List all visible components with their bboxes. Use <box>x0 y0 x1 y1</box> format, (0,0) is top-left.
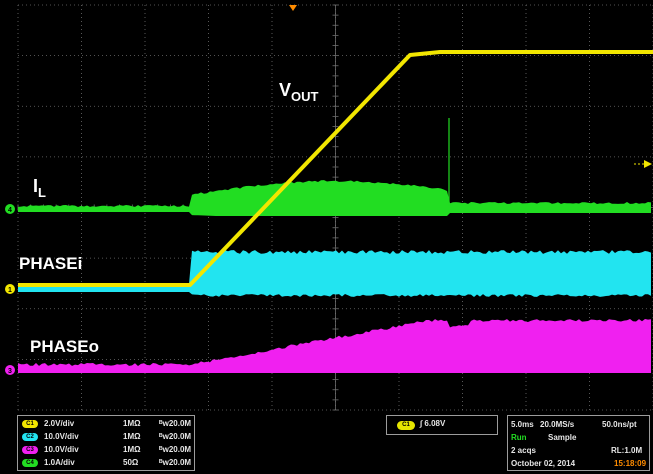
channel-row[interactable]: C4 1.0A/div 50Ω ᴮw20.0M <box>18 458 196 470</box>
acquisition-mode: Sample <box>548 433 576 442</box>
acquisition-box[interactable]: 5.0ms 20.0MS/s 50.0ns/pt Run Sample 2 ac… <box>507 415 650 471</box>
channel-impedance: 1MΩ <box>123 445 141 454</box>
channel-bandwidth: ᴮw20.0M <box>159 432 191 441</box>
channel-scale: 10.0V/div <box>44 432 79 441</box>
channel-row[interactable]: C1 2.0V/div 1MΩ ᴮw20.0M <box>18 419 196 431</box>
record-length: RL:1.0M <box>611 446 642 455</box>
channel-scale: 2.0V/div <box>44 419 74 428</box>
channel-impedance: 1MΩ <box>123 419 141 428</box>
channel-scale: 1.0A/div <box>44 458 75 467</box>
trigger-position-marker <box>289 5 297 11</box>
ch3-marker-text: 3 <box>8 368 12 375</box>
channel-scale: 10.0V/div <box>44 445 79 454</box>
channel-row[interactable]: C2 10.0V/div 1MΩ ᴮw20.0M <box>18 432 196 444</box>
phasei-trace <box>18 250 651 297</box>
ch3-marker: 3 <box>5 365 15 375</box>
capture-date: October 02, 2014 <box>511 459 575 468</box>
vout-trace-label: VOUT <box>279 80 318 104</box>
vout-label-sub: OUT <box>291 89 318 104</box>
il-trace <box>18 180 651 216</box>
channel-badge: C1 <box>22 420 38 428</box>
trigger-level: ∫ 6.08V <box>420 419 445 428</box>
channel-settings-box: C1 2.0V/div 1MΩ ᴮw20.0M C2 10.0V/div 1MΩ… <box>17 415 195 471</box>
status-panel: C1 2.0V/div 1MΩ ᴮw20.0M C2 10.0V/div 1MΩ… <box>0 413 653 474</box>
channel-row[interactable]: C3 10.0V/div 1MΩ ᴮw20.0M <box>18 445 196 457</box>
phaseo-trace-label: PHASEo <box>30 337 99 357</box>
trigger-source-badge: C1 <box>397 421 415 430</box>
trigger-level-value: 6.08V <box>424 419 445 428</box>
phasei-trace-label: PHASEi <box>19 254 82 274</box>
acquisition-count: 2 acqs <box>511 446 536 455</box>
il-label-sub: L <box>38 185 46 200</box>
ch4-marker: 4 <box>5 204 15 214</box>
waveform-display: 4 1 3 VOUT IL PHASEi PHASEo <box>0 0 653 413</box>
il-trace-label: IL <box>33 176 46 200</box>
channel-badge: C3 <box>22 446 38 454</box>
channel-bandwidth: ᴮw20.0M <box>159 458 191 467</box>
channel-bandwidth: ᴮw20.0M <box>159 419 191 428</box>
vout-label-main: V <box>279 80 291 100</box>
resolution: 50.0ns/pt <box>602 420 637 429</box>
channel-impedance: 50Ω <box>123 458 138 467</box>
ch4-marker-text: 4 <box>8 207 12 214</box>
channel-impedance: 1MΩ <box>123 432 141 441</box>
sample-rate: 20.0MS/s <box>540 420 574 429</box>
trigger-box[interactable]: C1 ∫ 6.08V <box>386 415 498 435</box>
trigger-level-marker <box>644 160 652 168</box>
channel-badge: C4 <box>22 459 38 467</box>
timebase: 5.0ms <box>511 420 534 429</box>
capture-time: 15:18:09 <box>614 459 646 468</box>
channel-badge: C2 <box>22 433 38 441</box>
phaseo-trace <box>18 319 651 373</box>
channel-bandwidth: ᴮw20.0M <box>159 445 191 454</box>
ch1-marker: 1 <box>5 284 15 294</box>
ch1-marker-text: 1 <box>8 287 12 294</box>
run-state: Run <box>511 433 527 442</box>
